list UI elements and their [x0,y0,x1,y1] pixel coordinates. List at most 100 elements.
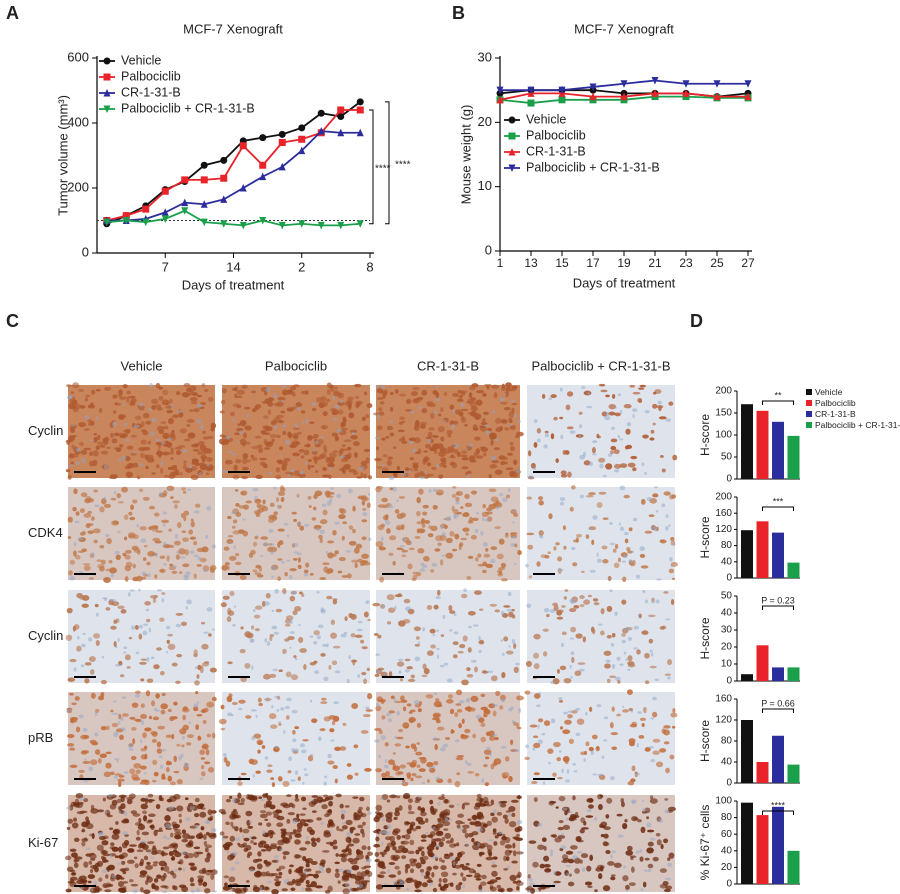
stained-cell [123,536,128,541]
stained-cell [593,602,600,606]
stained-cell [182,714,186,721]
legend-label: Vehicle [121,53,161,67]
stained-cell [302,807,307,810]
stained-cell [278,871,283,876]
stained-cell [454,533,460,540]
hematoxylin [573,770,578,773]
stained-cell [440,871,449,878]
stained-cell [366,502,371,509]
hematoxylin [314,440,319,445]
stained-cell [197,875,205,879]
stained-cell [559,665,567,671]
legend-marker [103,89,111,97]
stained-cell [339,803,344,809]
stained-cell [97,564,105,569]
stained-cell [277,491,286,497]
stained-cell [86,498,95,503]
stained-cell [193,458,198,463]
stained-cell [346,399,353,405]
stained-cell [69,559,76,565]
stained-cell [229,590,235,597]
hematoxylin [592,440,598,444]
stained-cell [173,793,181,800]
hematoxylin [339,455,346,459]
hematoxylin [94,711,98,717]
stained-cell [223,546,230,551]
y-tick-label: 0 [726,474,732,485]
stained-cell [118,805,123,811]
hematoxylin [301,887,305,891]
stained-cell [434,838,442,842]
point [337,128,345,137]
stained-cell [298,636,304,644]
stained-cell [406,877,414,881]
stained-cell [350,434,358,440]
stained-cell [100,679,107,685]
stained-cell [270,724,278,729]
stained-cell [451,505,455,512]
hematoxylin [223,753,227,758]
stained-cell [404,867,409,874]
stained-cell [200,765,205,770]
stained-cell [225,821,230,826]
hematoxylin [435,398,441,402]
stained-cell [164,885,169,890]
stained-cell [142,496,150,501]
stained-cell [622,875,629,882]
stained-cell [155,404,162,408]
stained-cell [485,548,489,552]
stained-cell [255,404,262,409]
annotation: *** [773,496,784,506]
stained-cell [379,851,388,855]
hematoxylin [537,739,543,745]
stained-cell [469,385,476,391]
hematoxylin [158,755,163,758]
stained-cell [649,798,658,804]
y-axis-label: H-score [698,617,712,659]
stained-cell [254,535,259,540]
stained-cell [644,857,650,861]
stained-cell [346,446,352,451]
stained-cell [451,462,458,469]
hematoxylin [291,748,295,753]
hematoxylin [199,424,204,430]
stained-cell [631,721,638,727]
stained-cell [117,880,124,888]
stained-cell [266,769,273,773]
stained-cell [438,413,442,417]
stained-cell [303,819,311,822]
hematoxylin [667,676,671,680]
stained-cell [180,621,188,627]
stained-cell [263,673,271,680]
stained-cell [346,573,352,579]
stained-cell [285,615,294,621]
stained-cell [388,671,393,678]
stained-cell [177,522,182,529]
hematoxylin [302,781,305,785]
hematoxylin [394,605,397,611]
stained-cell [627,663,636,668]
stained-cell [154,574,158,579]
stained-cell [271,782,276,788]
stained-cell [262,425,271,430]
point [220,156,228,164]
stained-cell [553,416,558,421]
stained-cell [377,396,384,401]
stained-cell [179,472,183,476]
column-label: Vehicle [121,358,163,373]
stained-cell [151,700,156,707]
hematoxylin [81,643,86,648]
stained-cell [428,879,434,883]
stained-cell [563,677,572,684]
hematoxylin [561,832,564,836]
hematoxylin [101,656,105,659]
stained-cell [453,508,459,515]
stained-cell [464,728,471,734]
stained-cell [119,674,125,678]
stained-cell [343,439,352,443]
stained-cell [414,883,420,889]
hematoxylin [526,603,532,608]
hematoxylin [575,732,581,737]
hematoxylin [345,550,352,553]
hematoxylin [88,637,93,642]
